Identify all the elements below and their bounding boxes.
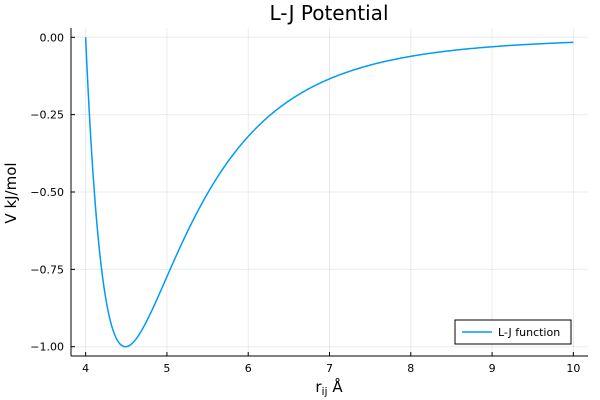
legend: L-J function: [454, 319, 572, 345]
y-axis-label: V kJ/mol: [2, 162, 20, 223]
x-tick-label-4: 8: [407, 362, 414, 375]
x-axis-label-main: r: [315, 378, 322, 396]
x-axis-label-subscript: ij: [322, 385, 328, 398]
x-axis-label: rij Å: [315, 377, 343, 398]
x-tick-label-6: 10: [566, 362, 580, 375]
ticks: 4 5 6 7 8 9 10 0.00 −0.25 −0.50 −0.75 −1.00: [30, 31, 580, 375]
chart-title: L-J Potential: [270, 1, 389, 25]
series-layer: [84, 37, 574, 348]
x-tick-label-0: 4: [82, 362, 89, 375]
x-axis-label-unit: Å: [328, 377, 344, 396]
series-line-0: [84, 37, 574, 348]
y-tick-label-1: −0.25: [30, 109, 64, 122]
legend-label: L-J function: [498, 326, 560, 339]
x-tick-label-5: 9: [489, 362, 496, 375]
y-tick-label-4: −1.00: [30, 341, 64, 354]
x-tick-label-3: 7: [326, 362, 333, 375]
grid-lines: [71, 28, 588, 356]
y-tick-label-2: −0.50: [30, 186, 64, 199]
x-tick-label-1: 5: [163, 362, 170, 375]
y-tick-label-0: 0.00: [40, 31, 65, 44]
x-tick-label-2: 6: [245, 362, 252, 375]
y-tick-label-3: −0.75: [30, 263, 64, 276]
